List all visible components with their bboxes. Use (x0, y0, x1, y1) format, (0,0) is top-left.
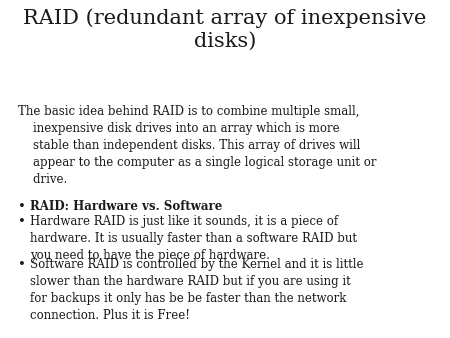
Text: •: • (18, 200, 26, 213)
Text: RAID: Hardware vs. Software: RAID: Hardware vs. Software (30, 200, 222, 213)
Text: Hardware RAID is just like it sounds, it is a piece of
hardware. It is usually f: Hardware RAID is just like it sounds, it… (30, 215, 357, 262)
Text: The basic idea behind RAID is to combine multiple small,
    inexpensive disk dr: The basic idea behind RAID is to combine… (18, 105, 377, 186)
Text: •: • (18, 258, 26, 271)
Text: RAID (redundant array of inexpensive
disks): RAID (redundant array of inexpensive dis… (23, 8, 427, 50)
Text: Software RAID is controlled by the Kernel and it is little
slower than the hardw: Software RAID is controlled by the Kerne… (30, 258, 364, 322)
Text: •: • (18, 215, 26, 228)
